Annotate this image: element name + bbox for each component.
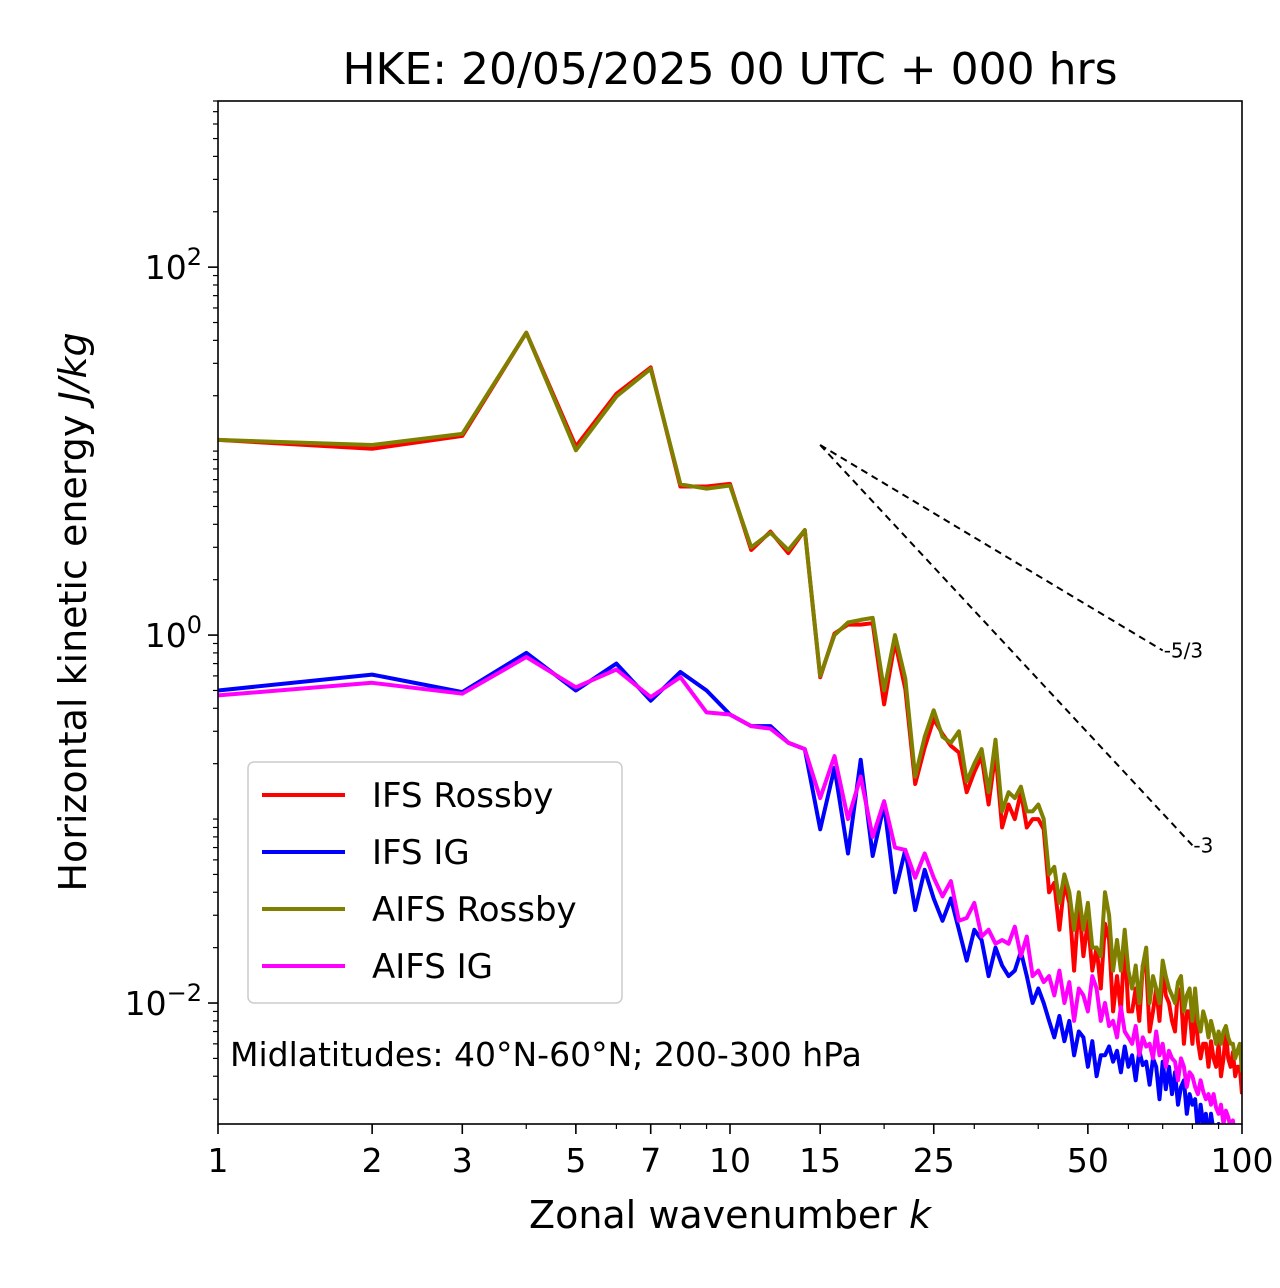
y-tick-label: 10−2 (125, 979, 202, 1023)
series-line (218, 330, 1242, 1073)
x-tick-label: 2 (362, 1141, 383, 1180)
y-tick-label: 102 (145, 243, 202, 287)
series-line (218, 655, 1236, 1124)
series-line (218, 330, 1242, 1095)
legend-label: AIFS Rossby (372, 890, 577, 930)
x-axis-title: Zonal wavenumber k (529, 1193, 933, 1237)
y-axis-title-text: Horizontal kinetic energy (51, 403, 95, 892)
plot-frame (217, 100, 1243, 1125)
x-tick-label: 1 (208, 1141, 229, 1180)
y-axis-title: Horizontal kinetic energy J/kg (51, 332, 95, 891)
x-tick-label: 25 (913, 1141, 955, 1180)
x-axis-ticks: 1 2 3 5 7 10 15 25 50 100 (208, 1124, 1274, 1180)
legend-label: IFS IG (372, 833, 470, 873)
x-tick-label: 50 (1067, 1141, 1109, 1180)
legend-box (247, 761, 623, 1004)
reference-line-label: -3 (1193, 833, 1213, 857)
series-lines (218, 330, 1242, 1124)
x-tick-label: 5 (565, 1141, 586, 1180)
series-line (218, 650, 1221, 1124)
x-axis-title-text: Zonal wavenumber (529, 1193, 909, 1237)
legend-label: IFS Rossby (372, 776, 553, 816)
x-tick-label: 15 (799, 1141, 841, 1180)
x-axis-title-variable: k (909, 1193, 933, 1237)
y-axis-title-unit: J/kg (51, 332, 95, 409)
x-tick-label: 10 (709, 1141, 751, 1180)
legend-label: AIFS IG (372, 947, 493, 987)
legend: IFS Rossby IFS IG AIFS Rossby AIFS IG (247, 761, 623, 1004)
x-tick-label: 3 (452, 1141, 473, 1180)
y-tick-label: 100 (145, 611, 202, 655)
x-tick-label: 7 (640, 1141, 661, 1180)
region-annotation: Midlatitudes: 40°N-60°N; 200-300 hPa (230, 1035, 862, 1074)
y-axis-ticks: 102 100 10−2 (125, 243, 218, 1023)
chart-title: HKE: 20/05/2025 00 UTC + 000 hrs (342, 44, 1117, 95)
reference-slope-lines: -5/3 -3 (819, 444, 1213, 857)
reference-line (819, 444, 1164, 652)
x-tick-label: 100 (1211, 1141, 1274, 1180)
reference-line-label: -5/3 (1164, 638, 1203, 662)
